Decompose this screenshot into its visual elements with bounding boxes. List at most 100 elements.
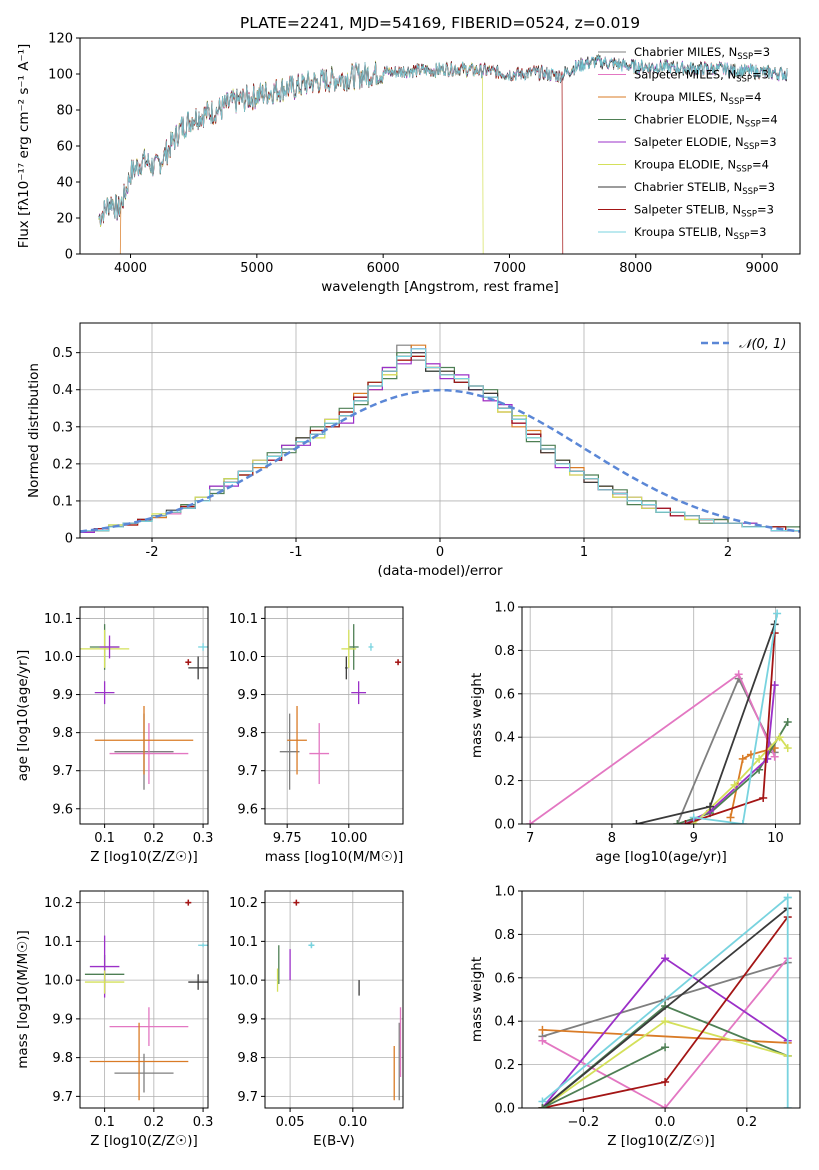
- weight-series-line: [636, 624, 776, 824]
- x-tick-label: 0.1: [94, 831, 115, 846]
- x-tick-label: 8000: [619, 261, 652, 276]
- y-axis-label: mass weight: [469, 957, 485, 1042]
- y-tick-label: 10.1: [44, 935, 73, 950]
- legend-ssp-count: =3: [752, 68, 769, 82]
- legend-subscript: SSP: [737, 52, 753, 62]
- y-tick-label: 9.6: [52, 802, 73, 817]
- legend-subscript: SSP: [729, 97, 745, 107]
- legend-label: Salpeter STELIB, NSSP=3: [634, 203, 774, 220]
- legend-subscript: SSP: [741, 210, 757, 220]
- y-tick-label: 9.8: [237, 1051, 258, 1066]
- y-tick-label: 10.2: [44, 896, 73, 911]
- y-tick-label: 0.8: [494, 928, 515, 943]
- y-tick-label: 1.0: [494, 601, 515, 616]
- x-tick-label: 8: [608, 831, 616, 846]
- mass-weight-vs-age-panel: 7 8 9 10 0.0 0.2 0.4 0.6 0.8 1.0 age [log10(age/yr…: [469, 601, 801, 865]
- legend-subscript: SSP: [736, 75, 752, 85]
- y-tick-label: 10.1: [229, 612, 258, 627]
- age-vs-metallicity-panel: 0.1 0.2 0.3 9.6 9.7 9.8 9.9 10.0 10.1 Z [log10(Z/…: [15, 606, 214, 865]
- legend-ssp-count: =3: [753, 45, 770, 59]
- y-tick-label: 0.5: [52, 346, 73, 361]
- errorbar-group: [84, 899, 208, 1101]
- y-tick-label: 9.9: [237, 688, 258, 703]
- y-tick-label: 9.8: [52, 1051, 73, 1066]
- legend-model-name: Chabrier ELODIE, N: [634, 113, 745, 127]
- weight-lines: [526, 609, 792, 824]
- legend-label: Salpeter ELODIE, NSSP=3: [634, 135, 777, 152]
- x-tick-label: −0.2: [568, 1115, 600, 1130]
- residual-histogram-panel: -2 -1 0 1 2 0 0.1 0.2 0.3 0.4 0.5 (data-model)/erro…: [26, 322, 801, 579]
- x-tick-label: 1: [580, 545, 588, 560]
- legend-ssp-count: =3: [760, 135, 777, 149]
- legend-ssp-count: =3: [758, 180, 775, 194]
- x-tick-label: 0.0: [655, 1115, 676, 1130]
- x-tick-label: 0: [436, 545, 444, 560]
- x-tick-label: 4000: [114, 261, 147, 276]
- y-tick-label: 0.6: [494, 971, 515, 986]
- y-tick-label: 0.4: [494, 731, 515, 746]
- x-axis-label: Z [log10(Z/Z☉)]: [90, 1133, 198, 1149]
- y-tick-label: 10.0: [229, 974, 258, 989]
- legend-label: Kroupa MILES, NSSP=4: [634, 90, 761, 107]
- figure-title: PLATE=2241, MJD=54169, FIBERID=0524, z=0…: [240, 14, 640, 32]
- weight-series-line: [693, 613, 778, 824]
- x-axis-label: E(B-V): [313, 1133, 355, 1149]
- y-tick-label: 1.0: [494, 885, 515, 900]
- legend-subscript: SSP: [742, 187, 758, 197]
- x-tick-label: 9000: [746, 261, 779, 276]
- y-tick-label: 40: [56, 176, 73, 191]
- weight-series-line: [542, 1046, 666, 1108]
- legend-model-name: Chabrier MILES, N: [634, 45, 737, 59]
- y-tick-label: 9.7: [237, 764, 258, 779]
- legend-label: Chabrier MILES, NSSP=3: [634, 45, 770, 62]
- histogram-steps: [80, 344, 800, 533]
- legend-label: Chabrier ELODIE, NSSP=4: [634, 113, 778, 130]
- y-tick-label: 9.7: [52, 764, 73, 779]
- y-tick-label: 10.1: [229, 935, 258, 950]
- legend-ssp-count: =4: [752, 158, 769, 172]
- legend-model-name: Salpeter MILES, N: [634, 68, 736, 82]
- x-axis-label: Z [log10(Z/Z☉)]: [90, 849, 198, 865]
- x-tick-label: 0.2: [144, 1115, 165, 1130]
- y-tick-label: 9.8: [52, 726, 73, 741]
- normal-curve: [80, 388, 800, 533]
- y-tick-label: 0.2: [52, 457, 73, 472]
- legend-subscript: SSP: [736, 165, 752, 175]
- weight-series-line: [729, 747, 775, 818]
- x-tick-label: -2: [146, 545, 159, 560]
- y-tick-label: 0.8: [494, 644, 515, 659]
- x-tick-label: 0.2: [144, 831, 165, 846]
- errorbar-group: [279, 624, 402, 790]
- legend-label: Kroupa ELODIE, NSSP=4: [634, 158, 769, 175]
- x-axis-label: mass [log10(M/M☉)]: [265, 849, 404, 865]
- y-tick-label: 0.2: [494, 1058, 515, 1073]
- legend-subscript: SSP: [744, 142, 760, 152]
- weight-series-line: [542, 1029, 788, 1044]
- x-tick-label: 10.00: [330, 831, 367, 846]
- weight-series-line: [529, 672, 776, 824]
- axes-frame: [264, 606, 404, 825]
- y-tick-label: 0.1: [52, 494, 73, 509]
- legend-label: Salpeter MILES, NSSP=3: [634, 68, 769, 85]
- spectrum-lines: [98, 53, 788, 254]
- x-tick-label: 0.3: [193, 831, 214, 846]
- x-tick-label: 9.75: [273, 831, 302, 846]
- x-tick-label: 5000: [240, 261, 273, 276]
- y-tick-label: 0.0: [494, 818, 515, 833]
- legend-label: 𝒩(0, 1): [739, 337, 786, 352]
- y-tick-label: 20: [56, 212, 73, 227]
- mass-vs-metallicity-panel: 0.1 0.2 0.3 9.7 9.8 9.9 10.0 10.1 10.2 Z [log10(Z…: [15, 890, 213, 1149]
- age-vs-mass-panel: 9.75 10.00 9.6 9.7 9.8 9.9 10.0 10.1 mass [log10…: [229, 606, 404, 865]
- y-tick-label: 10.0: [44, 650, 73, 665]
- weight-lines: [538, 893, 792, 1108]
- legend-ssp-count: =3: [757, 203, 774, 217]
- legend-model-name: Salpeter ELODIE, N: [634, 135, 744, 149]
- weight-series-line: [541, 896, 789, 1103]
- y-tick-label: 0: [65, 248, 73, 263]
- y-tick-label: 0.6: [494, 687, 515, 702]
- legend-model-name: Kroupa MILES, N: [634, 90, 729, 104]
- axes-frame: [521, 890, 801, 1109]
- y-tick-label: 10.0: [229, 650, 258, 665]
- y-tick-label: 10.2: [229, 896, 258, 911]
- x-tick-label: 0.05: [276, 1115, 305, 1130]
